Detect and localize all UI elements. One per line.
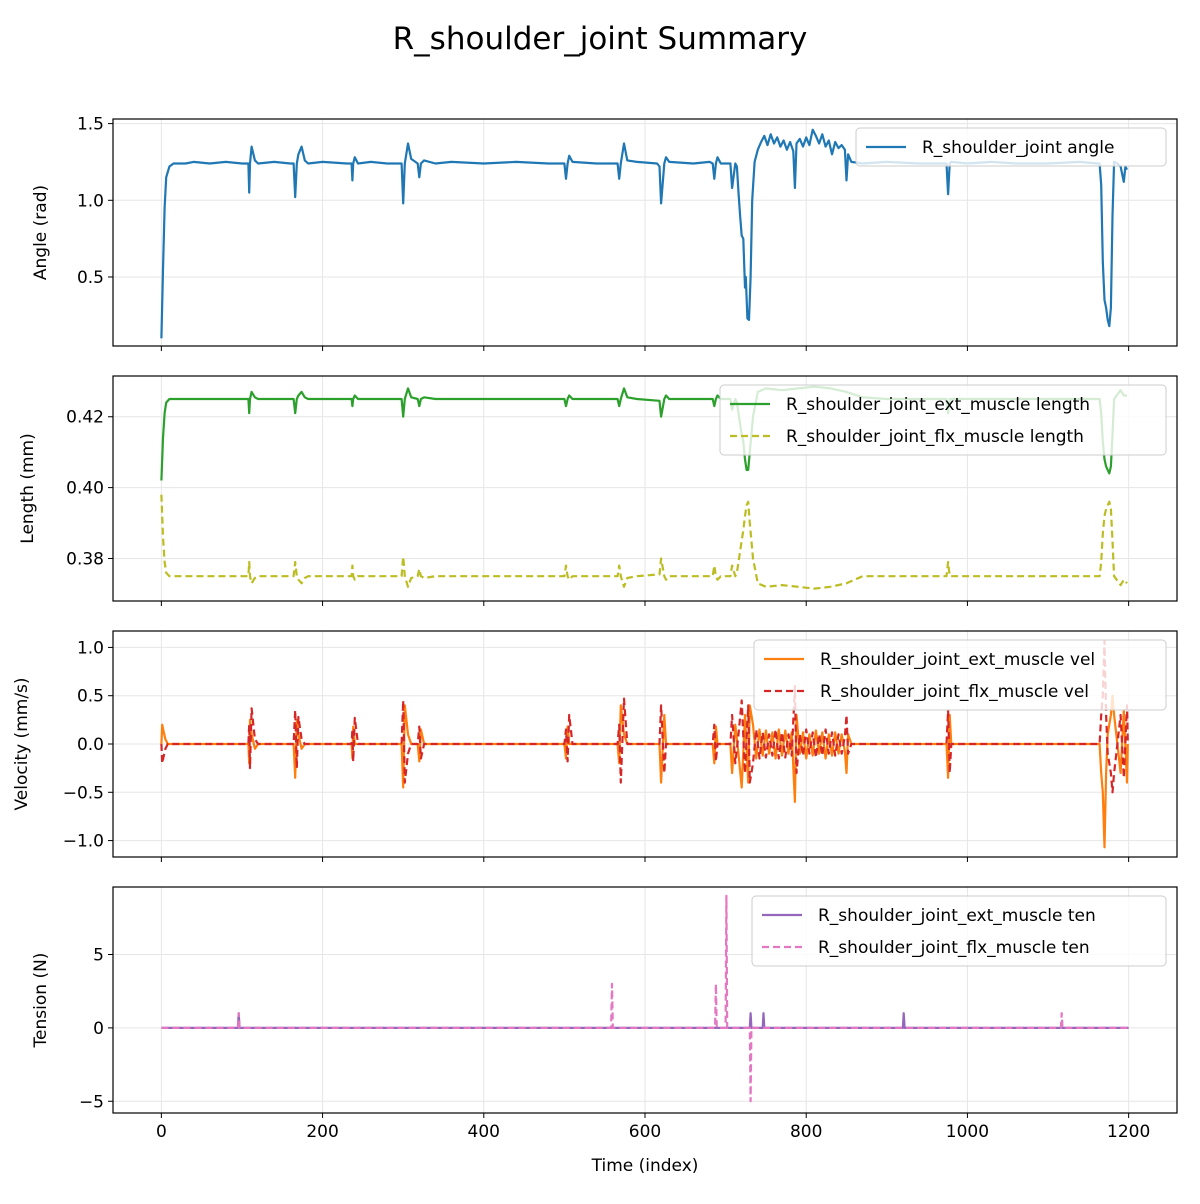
legend: R_shoulder_joint angle <box>855 127 1167 167</box>
y-tick-label: 0.5 <box>77 268 104 288</box>
legend-label: R_shoulder_joint_ext_muscle ten <box>818 906 1096 926</box>
y-tick-label: 1.0 <box>77 191 104 211</box>
figure-title: R_shoulder_joint Summary <box>393 21 808 57</box>
legend: R_shoulder_joint_ext_muscle ten R_shoulde… <box>751 895 1167 967</box>
y-tick-label: 0.38 <box>66 549 104 569</box>
y-tick-label: 1.0 <box>77 638 104 658</box>
subplot-3: −1.0 −0.5 0.0 0.5 1.0 Velocity (mm/s) R_should… <box>12 630 1178 862</box>
y-tick-label: −1.0 <box>63 832 104 852</box>
x-tick-label: 1000 <box>946 1122 989 1142</box>
y-tick-label: −5 <box>79 1092 104 1112</box>
y-tick-label: 0.40 <box>66 479 104 499</box>
y-tick-label: 0.5 <box>77 687 104 707</box>
legend: R_shoulder_joint_ext_muscle length R_shou… <box>719 384 1167 456</box>
axes-frame <box>112 630 1178 858</box>
y-tick-label: 0.42 <box>66 408 104 428</box>
axes-frame <box>112 375 1178 602</box>
y-axis-label: Velocity (mm/s) <box>12 677 32 810</box>
x-tick-label: 200 <box>306 1122 338 1142</box>
legend-label: R_shoulder_joint_flx_muscle vel <box>820 682 1089 702</box>
y-tick-label: 1.5 <box>77 115 104 135</box>
legend-box <box>719 384 1167 456</box>
y-axis-label: Angle (rad) <box>31 185 51 280</box>
legend-label: R_shoulder_joint_ext_muscle vel <box>820 650 1095 670</box>
y-tick-label: 5 <box>93 946 104 966</box>
legend-label: R_shoulder_joint_flx_muscle length <box>786 427 1084 447</box>
legend-label: R_shoulder_joint_flx_muscle ten <box>818 938 1090 958</box>
axes-frame <box>112 118 1178 347</box>
y-axis-label: Tension (N) <box>31 953 51 1049</box>
subplot-2: 0.38 0.40 0.42 Length (mm) R_shoulder_joint_… <box>18 375 1178 606</box>
subplot-4: 0 200 400 600 800 1000 1200 −5 0 5 Tension (N) R_sh… <box>31 886 1178 1142</box>
series-line-4-2 <box>161 894 1129 1103</box>
x-tick-label: 400 <box>468 1122 500 1142</box>
legend-box <box>855 127 1167 167</box>
axes-frame <box>112 886 1178 1114</box>
x-axis-label: Time (index) <box>591 1156 699 1176</box>
y-axis-label: Length (mm) <box>18 433 38 543</box>
y-tick-label: 0 <box>93 1019 104 1039</box>
series-line-3-2 <box>160 639 1129 794</box>
legend-label: R_shoulder_joint_ext_muscle length <box>786 395 1090 415</box>
legend: R_shoulder_joint_ext_muscle vel R_shoulde… <box>753 639 1167 711</box>
x-tick-label: 0 <box>156 1122 167 1142</box>
x-tick-label: 1200 <box>1107 1122 1150 1142</box>
series-line-2-2 <box>160 494 1128 590</box>
subplot-1: 0.5 1.0 1.5 Angle (rad) R_shoulder_joint ang… <box>31 115 1178 351</box>
legend-box <box>751 895 1167 967</box>
y-tick-label: −0.5 <box>63 783 104 803</box>
legend-box <box>753 639 1167 711</box>
x-tick-label: 800 <box>790 1122 822 1142</box>
y-tick-label: 0.0 <box>77 735 104 755</box>
x-tick-label: 600 <box>629 1122 661 1142</box>
legend-label: R_shoulder_joint angle <box>922 138 1114 158</box>
